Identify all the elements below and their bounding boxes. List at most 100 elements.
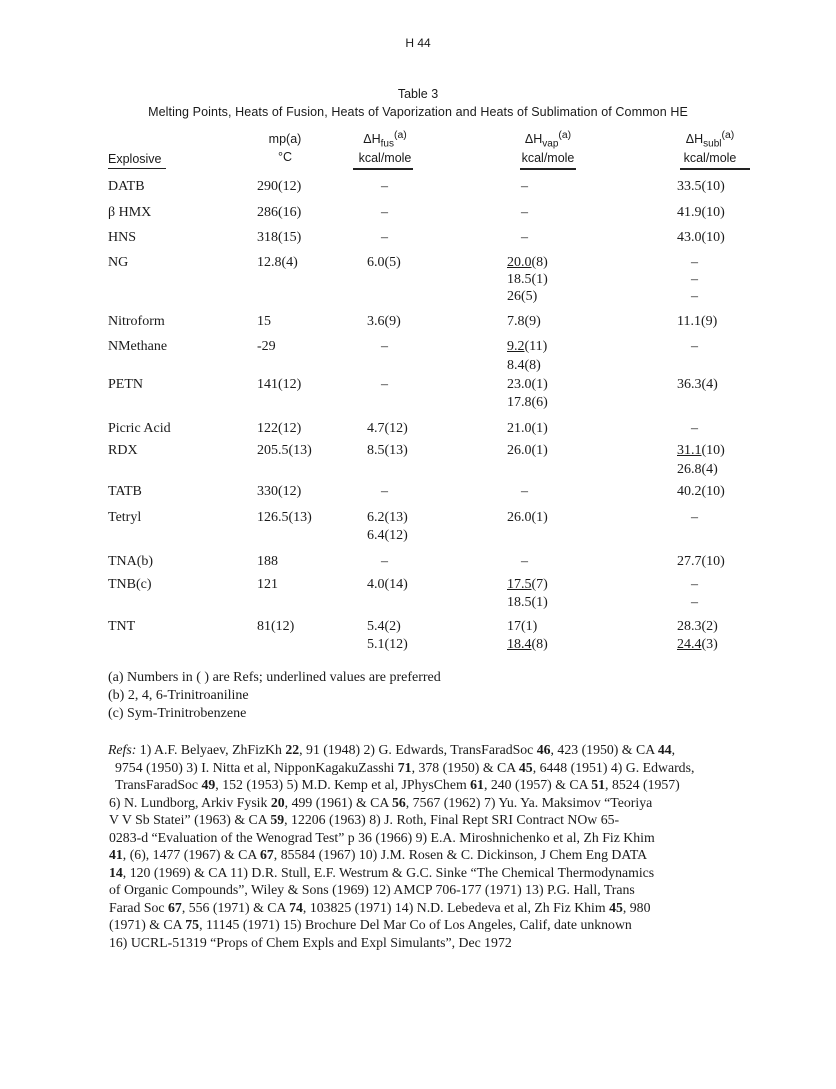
cell-vap: 26(5): [507, 289, 538, 304]
cell-vap: 23.0(1): [507, 377, 548, 392]
cell-vap: 18.5(1): [507, 595, 548, 610]
cell-mp: 330(12): [257, 484, 302, 499]
header-fus-unit: kcal/mole: [358, 151, 412, 165]
reference-text: TransFaradSoc: [115, 777, 202, 792]
header-fus-sub: fus: [380, 138, 394, 150]
volume-number: 56: [391, 794, 406, 810]
cell-mp: 286(16): [257, 205, 302, 220]
header-rule: [353, 168, 413, 170]
cell-fus: –: [381, 339, 388, 354]
reference-line: V V Sb Statei” (1963) & CA 59, 12206 (19…: [109, 812, 619, 828]
volume-number: 41: [109, 847, 123, 862]
ref-number: (8): [531, 255, 548, 270]
cell-subl: 40.2(10): [677, 484, 725, 499]
volume-number: 45: [609, 899, 623, 915]
cell-vap: –: [521, 554, 528, 569]
page-number: H 44: [405, 36, 431, 50]
cell-subl: 43.0(10): [677, 230, 725, 245]
cell-subl: 28.3(2): [677, 619, 718, 634]
preferred-value: 17.5: [507, 577, 532, 592]
cell-fus: –: [381, 230, 388, 245]
cell-explosive: NG: [108, 255, 129, 270]
cell-subl: –: [691, 510, 698, 525]
header-explosive: Explosive: [108, 152, 162, 166]
cell-mp: 141(12): [257, 377, 302, 392]
volume-number: 22: [285, 742, 300, 757]
cell-vap: 18.5(1): [507, 272, 548, 287]
cell-mp: 188: [257, 554, 278, 569]
cell-subl: –: [691, 421, 698, 436]
cell-subl: –: [691, 255, 698, 270]
cell-fus: 6.4(12): [367, 528, 408, 543]
ref-number: (10): [701, 443, 725, 458]
header-vap-sub: vap: [542, 138, 559, 150]
header-vap-unit: kcal/mole: [521, 151, 575, 165]
reference-line: 9754 (1950) 3) I. Nitta et al, NipponKag…: [115, 760, 694, 776]
reference-line: Refs: 1) A.F. Belyaev, ZhFizKh 22, 91 (1…: [108, 742, 675, 758]
volume-number: 74: [289, 899, 303, 915]
cell-vap: –: [521, 484, 528, 499]
header-mp: mp(a): [268, 132, 302, 146]
reference-text: , 6448 (1951) 4) G. Edwards,: [532, 759, 695, 775]
volume-number: 75: [185, 917, 200, 932]
cell-subl: 11.1(9): [677, 314, 718, 329]
cell-mp: 121: [257, 577, 278, 592]
cell-mp: -29: [257, 339, 276, 354]
header-rule: [108, 168, 166, 169]
reference-line: Farad Soc 67, 556 (1971) & CA 74, 103825…: [109, 900, 650, 916]
reference-text: , 8524 (1957): [605, 777, 680, 792]
volume-number: 61: [470, 777, 484, 792]
cell-mp: 81(12): [257, 619, 295, 634]
cell-mp: 126.5(13): [257, 510, 312, 525]
cell-fus: 6.0(5): [367, 255, 401, 270]
reference-text: , 378 (1950) & CA: [411, 759, 519, 775]
cell-fus: 8.5(13): [367, 443, 408, 458]
cell-fus: 5.4(2): [367, 619, 401, 634]
volume-number: 67: [260, 847, 274, 862]
header-vap-sup: (a): [558, 130, 572, 141]
cell-fus: 4.7(12): [367, 421, 408, 436]
cell-subl: 26.8(4): [677, 462, 718, 477]
header-vap-base: ΔH: [524, 132, 543, 147]
ref-number: (3): [701, 637, 718, 652]
preferred-value: 18.4: [507, 637, 532, 652]
reference-text: Farad Soc: [109, 899, 169, 915]
cell-subl: 36.3(4): [677, 377, 718, 392]
cell-explosive: TNB(c): [108, 577, 152, 592]
cell-vap: 18.4(8): [507, 637, 548, 653]
footnote-c: (c) Sym-Trinitrobenzene: [108, 706, 247, 721]
header-subl-base: ΔH: [685, 132, 704, 147]
header-subl: ΔHsubl(a): [655, 130, 765, 150]
header-mp-unit: °C: [277, 150, 293, 164]
ref-number: (7): [531, 577, 548, 592]
cell-fus: –: [381, 179, 388, 194]
cell-vap: 21.0(1): [507, 421, 548, 436]
reference-text: , 120 (1969) & CA 11) D.R. Stull, E.F. W…: [122, 864, 655, 880]
cell-fus: –: [381, 205, 388, 220]
reference-line: 14, 120 (1969) & CA 11) D.R. Stull, E.F.…: [109, 865, 654, 881]
reference-text: , (6), 1477 (1967) & CA: [122, 847, 260, 862]
cell-vap: 8.4(8): [507, 358, 541, 373]
volume-number: 71: [397, 759, 412, 775]
reference-text: 6) N. Lundborg, Arkiv Fysik: [109, 794, 271, 810]
cell-vap: –: [521, 179, 528, 194]
cell-fus: 5.1(12): [367, 637, 408, 652]
cell-explosive: NMethane: [108, 339, 168, 354]
cell-subl: –: [691, 595, 698, 610]
ref-number: (8): [531, 637, 548, 652]
footnote-a: (a) Numbers in ( ) are Refs; underlined …: [108, 670, 441, 685]
reference-line: of Organic Compounds”, Wiley & Sons (196…: [109, 882, 635, 898]
reference-text: 1) A.F. Belyaev, ZhFizKh: [136, 742, 286, 757]
preferred-value: 9.2: [507, 339, 525, 354]
reference-line: (1971) & CA 75, 11145 (1971) 15) Brochur…: [109, 917, 632, 933]
cell-subl: –: [691, 272, 698, 287]
cell-subl: 33.5(10): [677, 179, 725, 194]
header-subl-unit: kcal/mole: [683, 151, 737, 165]
cell-subl: 31.1(10): [677, 443, 725, 459]
header-rule: [680, 168, 750, 170]
cell-explosive: DATB: [108, 179, 145, 194]
cell-vap: 9.2(11): [507, 339, 547, 355]
reference-text: , 556 (1971) & CA: [181, 899, 290, 915]
reference-text: , 7567 (1962) 7) Yu. Ya. Maksimov “Teori…: [405, 794, 653, 810]
